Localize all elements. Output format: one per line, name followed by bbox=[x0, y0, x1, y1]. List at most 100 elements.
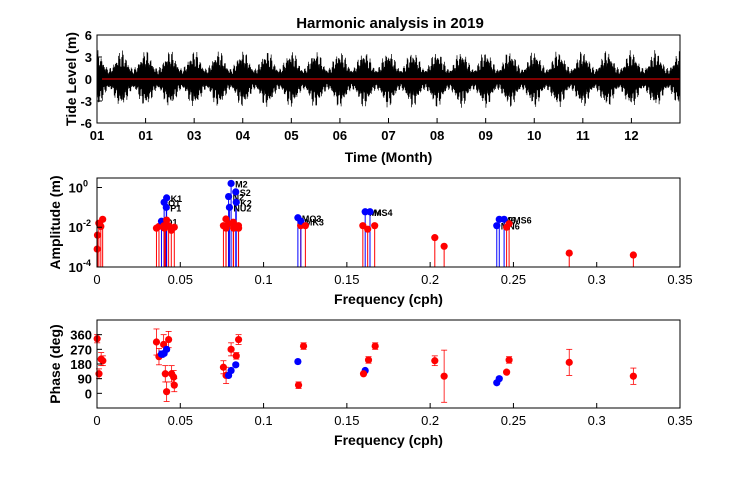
x-tick-label: 0.2 bbox=[421, 413, 439, 428]
phase-point bbox=[232, 361, 240, 369]
x-tick-label: 0.25 bbox=[501, 413, 526, 428]
y-tick-label: 270 bbox=[70, 342, 92, 357]
amplitude-point bbox=[493, 222, 501, 230]
x-tick-label: 03 bbox=[187, 128, 201, 143]
constituent-label: M2 bbox=[235, 179, 248, 189]
x-tick-label: 11 bbox=[576, 128, 590, 143]
y-tick-label: 10 bbox=[69, 220, 83, 235]
amplitude-point bbox=[366, 208, 374, 216]
y-tick-label: 6 bbox=[85, 28, 92, 43]
phase-point bbox=[170, 373, 178, 381]
x-tick-label: 07 bbox=[381, 128, 395, 143]
constituent-label: NU2 bbox=[233, 203, 251, 213]
y-tick-exponent: -2 bbox=[83, 218, 91, 228]
phase-point bbox=[232, 352, 240, 360]
constituent-label: MK3 bbox=[305, 217, 324, 227]
x-tick-label: 09 bbox=[478, 128, 492, 143]
x-tick-label: 0.15 bbox=[334, 413, 359, 428]
y-tick-label: 360 bbox=[70, 328, 92, 343]
phase-point bbox=[629, 372, 637, 380]
amplitude-point bbox=[232, 198, 240, 206]
constituent-label: O1 bbox=[168, 198, 180, 208]
amplitude-point bbox=[229, 218, 237, 226]
y-tick-exponent: 0 bbox=[83, 178, 88, 188]
x-tick-label: 04 bbox=[236, 128, 251, 143]
x-axis-label: Frequency (cph) bbox=[334, 432, 443, 448]
constituent-label: 2MS6 bbox=[508, 215, 532, 225]
phase-point bbox=[565, 358, 573, 366]
phase-point bbox=[95, 370, 103, 378]
constituent-label: MS4 bbox=[374, 208, 393, 218]
x-axis-label: Frequency (cph) bbox=[334, 291, 443, 307]
y-tick-label: 10 bbox=[69, 260, 83, 275]
x-tick-label: 0.05 bbox=[168, 413, 193, 428]
x-tick-label: 0.1 bbox=[255, 413, 273, 428]
amplitude-point bbox=[227, 179, 235, 188]
y-tick-label: -3 bbox=[80, 94, 92, 109]
phase-point bbox=[440, 372, 448, 380]
phase-point bbox=[299, 342, 308, 350]
amplitude-point bbox=[170, 223, 178, 231]
chart-title: Harmonic analysis in 2019 bbox=[296, 15, 484, 32]
x-tick-label: 0 bbox=[93, 413, 100, 428]
plot-frame bbox=[96, 319, 681, 409]
y-tick-label: 10 bbox=[69, 180, 83, 195]
x-tick-label: 12 bbox=[624, 128, 638, 143]
y-tick-label: 180 bbox=[70, 357, 92, 372]
phase-point bbox=[227, 366, 235, 375]
amplitude-point bbox=[163, 194, 171, 202]
x-axis-label: Time (Month) bbox=[345, 149, 433, 165]
phase-point bbox=[431, 357, 439, 365]
y-tick-label: 90 bbox=[78, 372, 92, 387]
x-tick-label: 0.35 bbox=[667, 413, 692, 428]
phase-point bbox=[364, 356, 373, 364]
phase-point bbox=[495, 375, 503, 383]
amplitude-point bbox=[225, 203, 234, 211]
phase-point bbox=[294, 357, 302, 366]
constituent-label: M4 bbox=[369, 208, 382, 218]
phase-point bbox=[163, 345, 171, 353]
x-tick-label: 0.15 bbox=[334, 272, 359, 287]
phase-point bbox=[152, 338, 161, 346]
y-tick-label: -6 bbox=[80, 116, 92, 131]
x-tick-label: 01 bbox=[138, 128, 152, 143]
amplitude-point bbox=[431, 234, 439, 242]
y-tick-label: 0 bbox=[85, 72, 92, 87]
x-tick-label: 10 bbox=[527, 128, 541, 143]
constituent-label: N2 bbox=[233, 193, 245, 203]
x-tick-label: 0.2 bbox=[421, 272, 439, 287]
x-tick-label: 0.25 bbox=[501, 272, 526, 287]
phase-point bbox=[170, 381, 178, 389]
amplitude-point bbox=[234, 224, 243, 232]
amplitude-point bbox=[297, 217, 305, 225]
amplitude-point bbox=[364, 225, 372, 233]
phase-point bbox=[99, 357, 107, 365]
amplitude-panel: Q1O1P1K1NU2N2M2S2K2MO3MK3M4MS4MN6M62MS61… bbox=[47, 175, 693, 307]
constituent-label: P1 bbox=[170, 203, 181, 213]
phase-point bbox=[359, 370, 368, 378]
amplitude-point bbox=[232, 188, 240, 196]
amplitude-point bbox=[162, 203, 170, 211]
y-tick-label: 3 bbox=[85, 50, 92, 65]
phase-point bbox=[165, 335, 173, 344]
constituent-label: K1 bbox=[171, 194, 183, 204]
constituent-label: K2 bbox=[240, 198, 252, 208]
y-axis-label: Phase (deg) bbox=[47, 324, 63, 403]
amplitude-point bbox=[163, 216, 171, 224]
phase-point bbox=[234, 335, 243, 344]
x-tick-label: 0.05 bbox=[168, 272, 193, 287]
x-tick-label: 0 bbox=[93, 272, 100, 287]
phase-point bbox=[294, 381, 303, 389]
phase-point bbox=[161, 370, 169, 378]
x-tick-label: 08 bbox=[430, 128, 444, 143]
amplitude-point bbox=[301, 222, 309, 230]
y-axis-label: Amplitude (m) bbox=[47, 175, 63, 269]
x-tick-label: 0.35 bbox=[667, 272, 692, 287]
phase-point bbox=[371, 342, 379, 350]
constituent-label: Q1 bbox=[165, 217, 177, 227]
phase-point bbox=[502, 368, 511, 376]
amplitude-point bbox=[97, 222, 105, 231]
